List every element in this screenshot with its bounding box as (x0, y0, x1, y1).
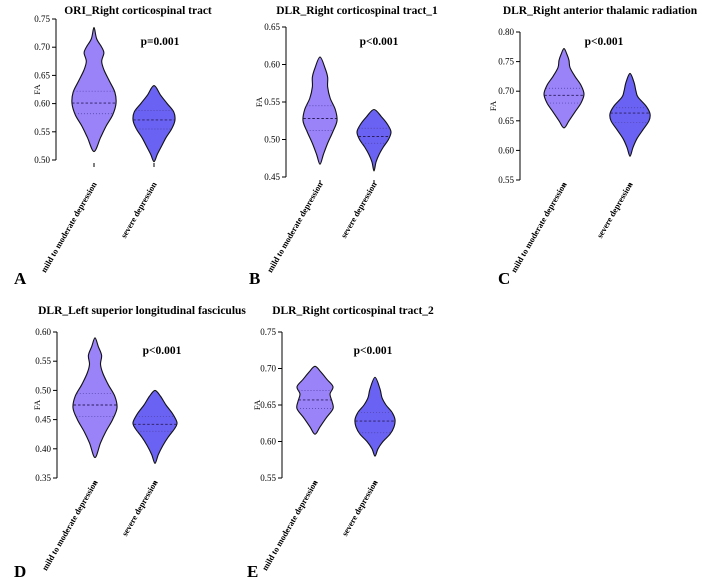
category-label: mild to moderate depression (265, 180, 325, 274)
chart-title: DLR_Left superior longitudinal fasciculu… (38, 305, 246, 317)
y-tick-label: 0.60 (35, 327, 51, 337)
y-tick-label: 0.55 (34, 127, 50, 137)
y-tick-label: 0.50 (34, 155, 50, 165)
y-axis-label: FA (32, 399, 42, 410)
violin-shape-severe (132, 84, 176, 163)
y-tick-label: 0.75 (498, 57, 514, 67)
panel-letter: E (247, 562, 258, 579)
violin-panel-a: ORI_Right corticospinal tract p=0.001 0.50… (14, 5, 212, 288)
violin-shape-mild-to-moderate (72, 337, 118, 459)
y-tick-label: 0.50 (264, 135, 280, 145)
panel-letter: D (14, 562, 26, 579)
panel-letter: A (14, 269, 27, 288)
category-label: mild to moderate depression (40, 478, 100, 572)
y-tick-label: 0.80 (498, 27, 514, 37)
y-tick-label: 0.65 (264, 22, 280, 32)
p-value-label: p<0.001 (143, 345, 182, 357)
y-tick-label: 0.65 (34, 70, 50, 80)
category-label: mild to moderate depression (260, 478, 320, 572)
y-tick-label: 0.75 (34, 14, 50, 24)
y-tick-label: 0.60 (498, 145, 514, 155)
category-label: severe depression (119, 478, 159, 538)
chart-title: DLR_Right corticospinal tract_2 (272, 305, 434, 317)
y-tick-label: 0.55 (35, 356, 51, 366)
y-tick-label: 0.55 (264, 97, 280, 107)
violin-panel-d: DLR_Left superior longitudinal fasciculu… (14, 305, 246, 579)
category-label: severe depression (118, 180, 158, 240)
category-label: severe depression (339, 478, 379, 538)
y-tick-label: 0.60 (260, 437, 276, 447)
violin-shape-severe (354, 376, 396, 457)
panel-letter: B (249, 269, 260, 288)
chart-title: DLR_Right corticospinal tract_1 (276, 5, 438, 17)
y-tick-label: 0.70 (34, 42, 50, 52)
y-tick-label: 0.60 (34, 99, 50, 109)
y-tick-label: 0.65 (260, 400, 276, 410)
p-value-label: p<0.001 (585, 36, 624, 48)
violin-panel-e: DLR_Right corticospinal tract_2 p<0.001 0.… (247, 305, 434, 579)
violin-panel-b: DLR_Right corticospinal tract_1 p<0.001 0.… (249, 5, 438, 288)
category-label: severe depression (594, 180, 634, 240)
panel-letter: C (498, 269, 510, 288)
y-axis-label: FA (254, 96, 264, 107)
y-axis-label: FA (32, 84, 42, 95)
y-tick-label: 0.50 (35, 385, 51, 395)
y-tick-label: 0.35 (35, 473, 51, 483)
chart-title: DLR_Right anterior thalamic radiation (503, 5, 698, 17)
category-label: severe depression (338, 180, 378, 240)
y-tick-label: 0.45 (264, 172, 280, 182)
category-label: mild to moderate depression (39, 180, 99, 274)
y-tick-label: 0.55 (498, 175, 514, 185)
chart-title: ORI_Right corticospinal tract (64, 5, 212, 17)
y-tick-label: 0.45 (35, 415, 51, 425)
violin-shape-mild-to-moderate (302, 56, 338, 165)
p-value-label: p<0.001 (360, 36, 399, 48)
y-tick-label: 0.60 (264, 60, 280, 70)
y-axis-label: FA (488, 100, 498, 111)
y-tick-label: 0.55 (260, 473, 276, 483)
y-tick-label: 0.65 (498, 116, 514, 126)
p-value-label: p=0.001 (141, 36, 180, 48)
violin-shape-severe (356, 108, 392, 172)
y-tick-label: 0.70 (260, 364, 276, 374)
violin-shape-mild-to-moderate (71, 26, 117, 153)
y-tick-label: 0.75 (260, 327, 276, 337)
violin-shape-severe (609, 72, 651, 157)
y-tick-label: 0.40 (35, 444, 51, 454)
y-tick-label: 0.70 (498, 86, 514, 96)
violin-panel-c: DLR_Right anterior thalamic radiation p<0… (488, 5, 698, 288)
violin-shape-severe (132, 389, 178, 464)
p-value-label: p<0.001 (354, 345, 393, 357)
y-axis-label: FA (252, 399, 262, 410)
category-label: mild to moderate depression (509, 180, 569, 274)
